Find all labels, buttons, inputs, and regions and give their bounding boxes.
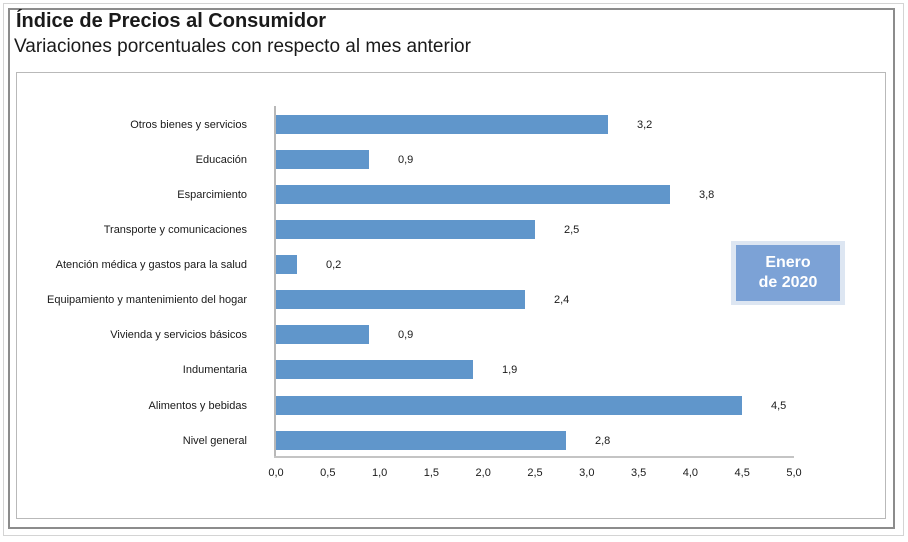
value-label: 3,8 — [699, 189, 715, 201]
category-label: Alimentos y bebidas — [148, 400, 247, 412]
period-badge-month: Enero — [765, 254, 811, 271]
chart-title: Índice de Precios al Consumidor — [16, 10, 327, 32]
x-tick-label: 4,0 — [682, 467, 699, 479]
value-label: 0,9 — [398, 154, 414, 166]
bar — [276, 396, 742, 415]
x-tick-label: 5,0 — [786, 467, 802, 479]
bar — [276, 360, 473, 379]
bar — [276, 220, 535, 239]
category-label: Atención médica y gastos para la salud — [55, 259, 247, 271]
bar — [276, 431, 566, 450]
y-axis-line — [274, 106, 276, 458]
value-label: 0,2 — [326, 259, 342, 271]
x-tick-label: 3,0 — [579, 467, 595, 479]
category-label: Indumentaria — [182, 364, 247, 376]
category-label: Nivel general — [182, 435, 247, 447]
category-label: Otros bienes y servicios — [130, 119, 247, 131]
bar — [276, 150, 369, 169]
category-label: Esparcimiento — [177, 189, 247, 201]
value-label: 2,5 — [564, 224, 580, 236]
category-label: Vivienda y servicios básicos — [110, 329, 247, 341]
bar — [276, 325, 369, 344]
bar — [276, 290, 525, 309]
bar — [276, 115, 608, 134]
x-tick-label: 0,0 — [268, 467, 284, 479]
x-axis-line — [274, 456, 794, 458]
x-tick-label: 0,5 — [320, 467, 336, 479]
period-badge-year: de 2020 — [758, 274, 818, 291]
x-tick-label: 2,5 — [527, 467, 543, 479]
category-label: Transporte y comunicaciones — [103, 224, 247, 236]
bar — [276, 185, 670, 204]
bar — [276, 255, 297, 274]
category-label: Equipamiento y mantenimiento del hogar — [47, 294, 247, 306]
period-badge: Enero de 2020 — [736, 245, 840, 301]
value-label: 2,4 — [554, 294, 570, 306]
category-label: Educación — [195, 154, 247, 166]
value-label: 2,8 — [595, 435, 611, 447]
x-tick-label: 1,0 — [371, 467, 388, 479]
x-tick-label: 1,5 — [423, 467, 440, 479]
value-label: 0,9 — [398, 329, 414, 341]
chart-subtitle: Variaciones porcentuales con respecto al… — [14, 36, 471, 57]
x-tick-label: 4,5 — [734, 467, 750, 479]
x-tick-label: 2,0 — [475, 467, 491, 479]
value-label: 1,9 — [502, 364, 518, 376]
value-label: 4,5 — [771, 400, 787, 412]
value-label: 3,2 — [637, 119, 653, 131]
x-tick-label: 3,5 — [630, 467, 647, 479]
outer-shadow-frame — [3, 3, 904, 536]
